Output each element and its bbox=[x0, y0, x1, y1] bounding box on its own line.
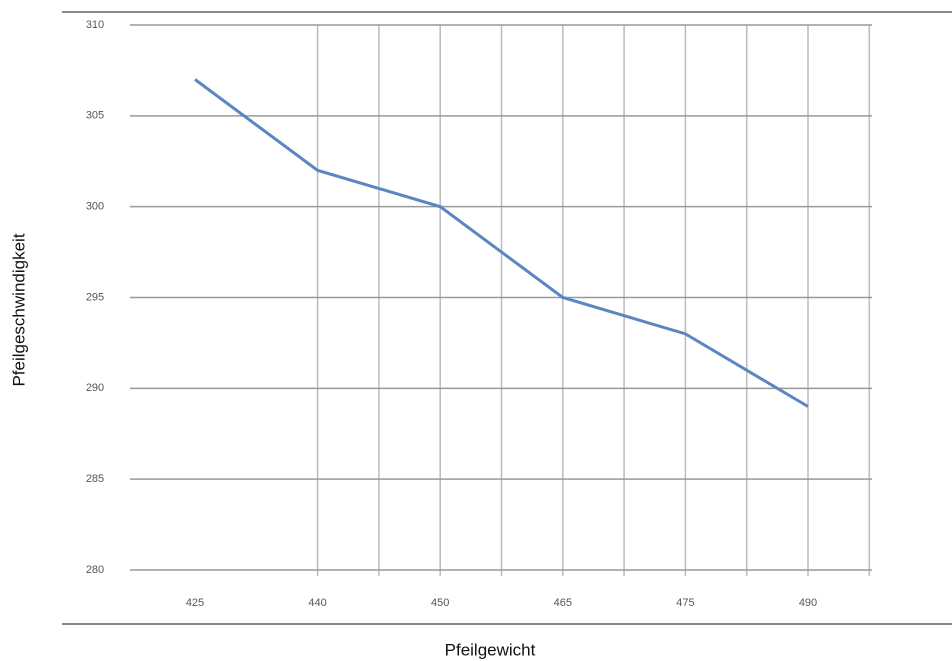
x-axis-title: Pfeilgewicht bbox=[445, 640, 536, 659]
x-tick-label: 475 bbox=[676, 597, 694, 609]
y-tick-label: 285 bbox=[86, 473, 104, 485]
x-tick-label: 450 bbox=[431, 597, 449, 609]
x-tick-label: 440 bbox=[308, 597, 326, 609]
y-tick-label: 280 bbox=[86, 564, 104, 576]
x-tick-label: 425 bbox=[186, 597, 204, 609]
data-line bbox=[194, 78, 809, 408]
y-tick-label: 295 bbox=[86, 291, 104, 303]
y-axis-title: Pfeilgeschwindigkeit bbox=[9, 233, 28, 386]
y-tick-label: 310 bbox=[86, 19, 104, 31]
x-tick-label: 465 bbox=[554, 597, 572, 609]
y-tick-label: 290 bbox=[86, 382, 104, 394]
x-tick-label: 490 bbox=[799, 597, 817, 609]
y-tick-label: 300 bbox=[86, 201, 104, 213]
y-tick-label: 305 bbox=[86, 110, 104, 122]
